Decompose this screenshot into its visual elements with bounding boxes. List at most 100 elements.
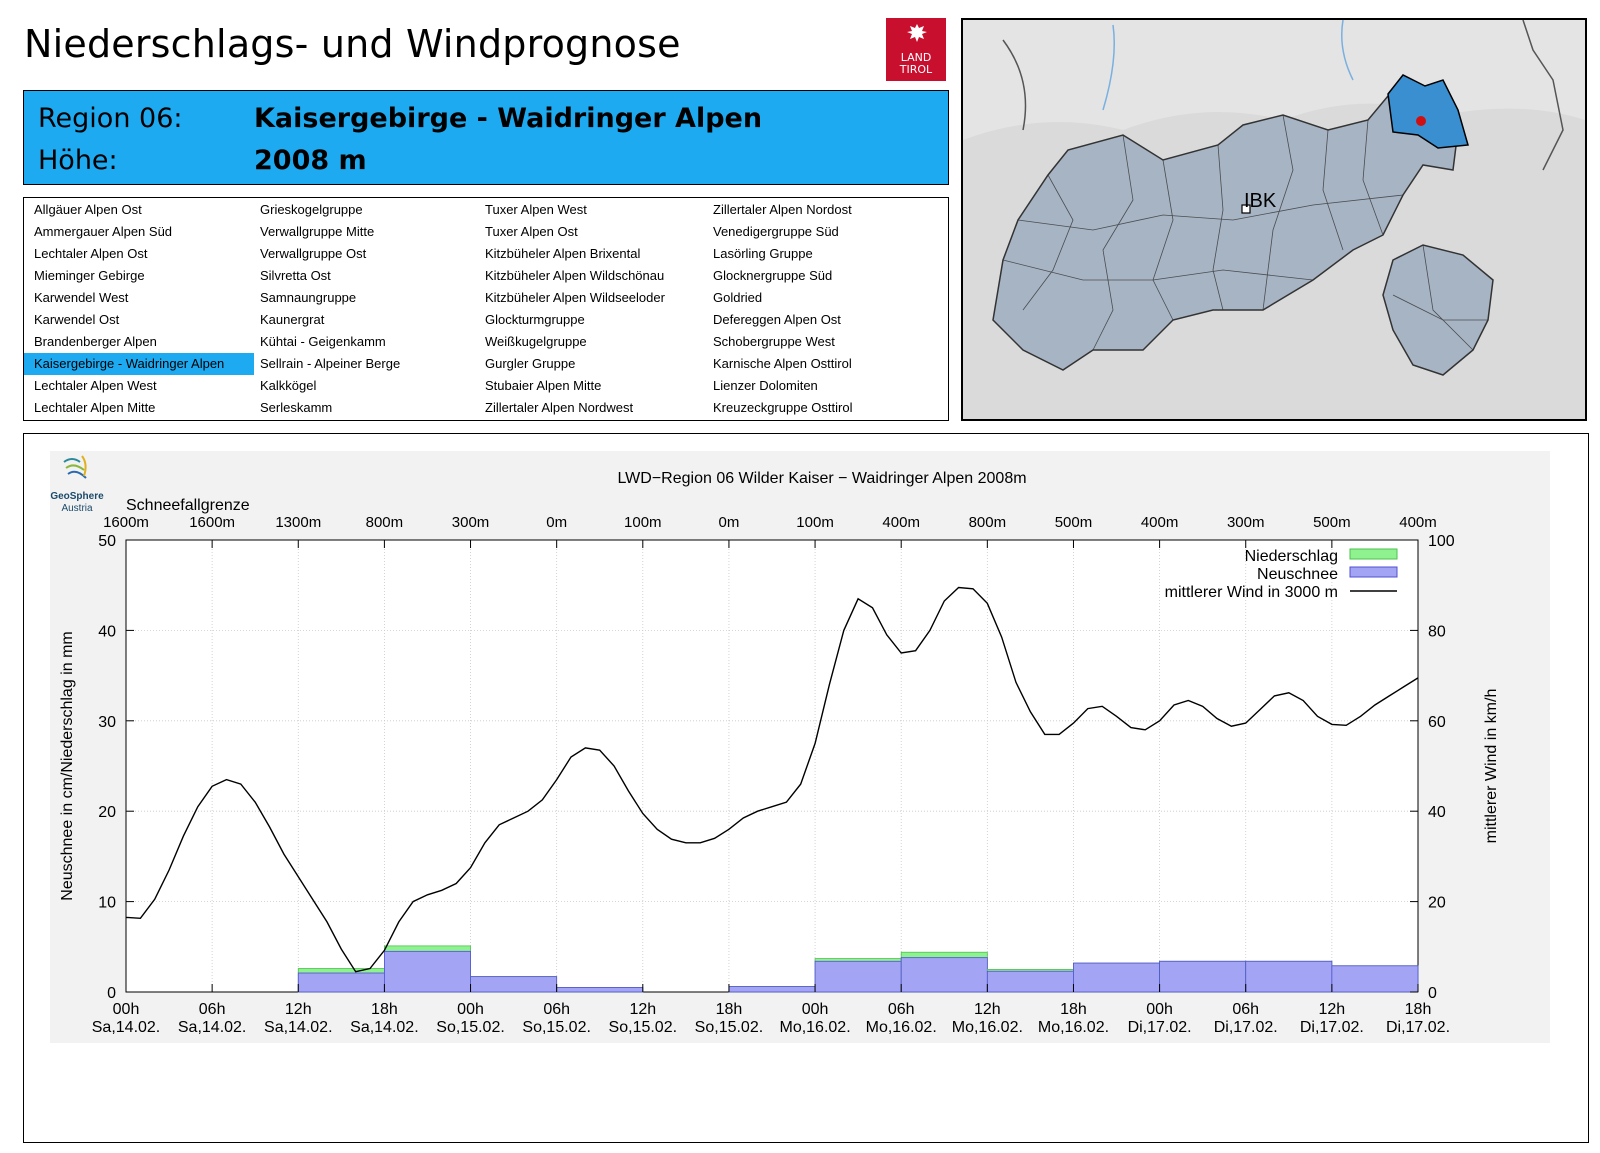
legend-neuschnee-label: Neuschnee [1257, 566, 1338, 583]
region-list-item[interactable]: Lechtaler Alpen Ost [34, 246, 148, 261]
region-list-item[interactable]: Goldried [713, 290, 763, 305]
x-tick-label: 12h [629, 1001, 656, 1018]
region-list-item[interactable]: Samnaungruppe [260, 290, 357, 305]
legend-neuschnee-swatch [1349, 566, 1398, 578]
region-list-item[interactable]: Kreuzeckgruppe Osttirol [713, 400, 853, 415]
region-list-item[interactable]: Kaisergebirge - Waidringer Alpen [24, 353, 254, 375]
snowline-label: 100m [624, 514, 662, 531]
y-tick-label-left: 50 [98, 533, 116, 550]
x-date-label: Sa,14.02. [350, 1019, 419, 1036]
region-list-item[interactable]: Venedigergruppe Süd [713, 224, 839, 239]
region-list-item[interactable]: Kitzbüheler Alpen Wildschönau [485, 268, 665, 283]
region-list-item[interactable]: Karwendel Ost [34, 312, 120, 327]
region-list-item[interactable]: Sellrain - Alpeiner Berge [260, 356, 401, 371]
neuschnee-bar [814, 960, 902, 993]
region-list-item[interactable]: Verwallgruppe Ost [260, 246, 367, 261]
region-list-item[interactable]: Schobergruppe West [713, 334, 835, 349]
snowline-label: 1300m [275, 514, 321, 531]
region-name: Kaisergebirge - Waidringer Alpen [254, 103, 763, 134]
snowline-label: 100m [796, 514, 834, 531]
snowline-label: 0m [719, 514, 740, 531]
height-value: 2008 m [254, 145, 367, 176]
region-list-item[interactable]: Grieskogelgruppe [260, 202, 363, 217]
snowline-label: 400m [1141, 514, 1179, 531]
region-list-item[interactable]: Kaunergrat [260, 312, 325, 327]
region-list-item[interactable]: Lienzer Dolomiten [713, 378, 818, 393]
x-date-label: So,15.02. [436, 1019, 505, 1036]
x-date-label: So,15.02. [522, 1019, 591, 1036]
region-list-item[interactable]: Mieminger Gebirge [34, 268, 145, 283]
region-list: Allgäuer Alpen Ost Ammergauer Alpen Süd Le… [23, 197, 949, 421]
region-list-item[interactable]: Kalkkögel [260, 378, 317, 393]
region-list-item[interactable]: Tuxer Alpen Ost [485, 224, 578, 239]
region-list-item[interactable]: Kitzbüheler Alpen Wildseeloder [485, 290, 665, 305]
region-list-item[interactable]: Glockturmgruppe [485, 312, 585, 327]
region-list-item[interactable]: Tuxer Alpen West [485, 202, 587, 217]
snowline-label: 800m [969, 514, 1007, 531]
snowline-label: 800m [366, 514, 404, 531]
region-list-item[interactable]: Lechtaler Alpen Mitte [34, 400, 156, 415]
region-label: Region 06: [38, 103, 183, 134]
region-column: Allgäuer Alpen Ost Ammergauer Alpen Süd Le… [24, 199, 254, 419]
x-tick-label: 12h [1319, 1001, 1346, 1018]
y-tick-label-right: 20 [1428, 895, 1446, 912]
region-list-item[interactable]: Serleskamm [260, 400, 333, 415]
y-tick-label-left: 0 [107, 985, 116, 1002]
region-column: Zillertaler Alpen Nordost Venedigergruppe… [703, 199, 933, 419]
region-list-item[interactable]: Ammergauer Alpen Süd [34, 224, 173, 239]
x-tick-label: 00h [113, 1001, 140, 1018]
y-tick-label-right: 80 [1428, 623, 1446, 640]
region-list-item[interactable]: Silvretta Ost [260, 268, 331, 283]
x-tick-label: 18h [716, 1001, 743, 1018]
neuschnee-bar [1159, 960, 1247, 993]
region-list-item[interactable]: Glocknergruppe Süd [713, 268, 833, 283]
region-list-item[interactable]: Allgäuer Alpen Ost [34, 202, 142, 217]
wind-line [125, 586, 1419, 973]
region-list-item[interactable]: Weißkugelgruppe [485, 334, 587, 349]
x-date-label: So,15.02. [695, 1019, 764, 1036]
forecast-chart: 00hSa,14.02.1600m06hSa,14.02.1600m12hSa,… [50, 451, 1550, 1043]
region-marker [1416, 116, 1426, 126]
region-list-item[interactable]: Zillertaler Alpen Nordost [713, 202, 852, 217]
snowline-label: 400m [1399, 514, 1437, 531]
region-list-item[interactable]: Kitzbüheler Alpen Brixental [485, 246, 641, 261]
region-list-item[interactable]: Lechtaler Alpen West [34, 378, 157, 393]
x-date-label: Di,17.02. [1300, 1019, 1364, 1036]
page-title: Niederschlags- und Windprognose [24, 22, 681, 66]
region-list-item[interactable]: Stubaier Alpen Mitte [485, 378, 602, 393]
snowline-label: 300m [452, 514, 490, 531]
snowline-title: Schneefallgrenze [126, 497, 250, 514]
x-tick-label: 00h [802, 1001, 829, 1018]
x-date-label: Di,17.02. [1386, 1019, 1450, 1036]
region-map[interactable]: IBK [961, 18, 1587, 421]
height-label: Höhe: [38, 145, 118, 176]
snowline-label: 1600m [103, 514, 149, 531]
x-date-label: So,15.02. [609, 1019, 678, 1036]
map-city-label: IBK [1244, 190, 1277, 212]
region-list-item[interactable]: Brandenberger Alpen [34, 334, 157, 349]
x-tick-label: 06h [543, 1001, 570, 1018]
region-list-item[interactable]: Gurgler Gruppe [485, 356, 576, 371]
region-list-item[interactable]: Zillertaler Alpen Nordwest [485, 400, 634, 415]
neuschnee-bar [1073, 962, 1161, 993]
snowline-label: 500m [1055, 514, 1093, 531]
region-list-item[interactable]: Karnische Alpen Osttirol [713, 356, 852, 371]
x-tick-label: 18h [371, 1001, 398, 1018]
snowline-label: 500m [1313, 514, 1351, 531]
y-tick-label-left: 20 [98, 804, 116, 821]
region-list-item[interactable]: Kühtai - Geigenkamm [260, 334, 386, 349]
selected-region-shape [1387, 74, 1469, 149]
x-tick-label: 18h [1405, 1001, 1432, 1018]
x-date-label: Sa,14.02. [264, 1019, 333, 1036]
region-list-item[interactable]: Lasörling Gruppe [713, 246, 813, 261]
region-list-item[interactable]: Verwallgruppe Mitte [260, 224, 375, 239]
region-column: Tuxer Alpen West Tuxer Alpen Ost Kitzbühel… [475, 199, 705, 419]
eagle-icon [907, 24, 927, 42]
neuschnee-bar [556, 987, 644, 993]
y-right-label: mittlerer Wind in km/h [1483, 689, 1500, 844]
snowline-label: 0m [546, 514, 567, 531]
region-list-item[interactable]: Defereggen Alpen Ost [713, 312, 841, 327]
region-list-item[interactable]: Karwendel West [34, 290, 129, 305]
y-tick-label-left: 10 [98, 895, 116, 912]
neuschnee-bar [1331, 965, 1419, 993]
